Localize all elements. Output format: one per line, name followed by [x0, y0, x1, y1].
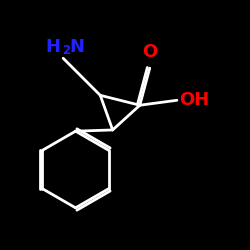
Text: OH: OH — [180, 91, 210, 109]
Text: 2: 2 — [62, 44, 70, 57]
Text: H: H — [46, 38, 61, 56]
Text: O: O — [142, 43, 157, 61]
Text: N: N — [70, 38, 84, 56]
